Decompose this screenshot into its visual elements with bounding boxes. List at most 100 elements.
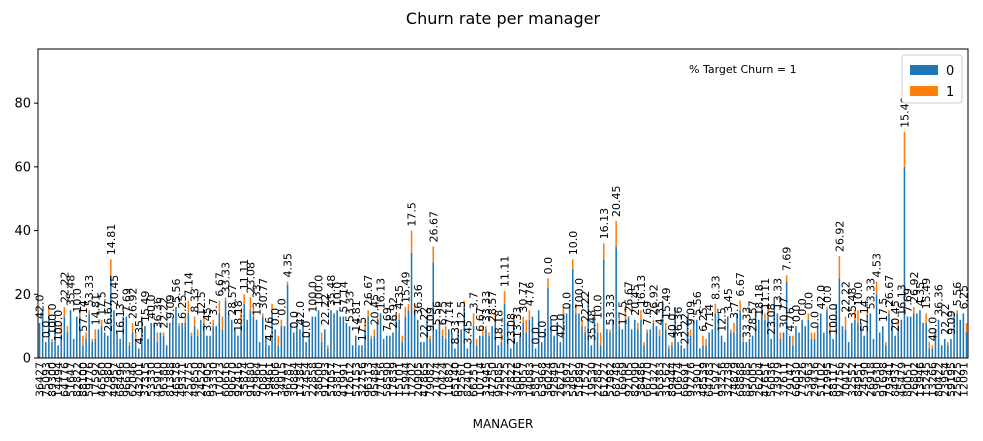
bar-series-1 <box>503 291 506 304</box>
bar-value-label: 7.69 <box>781 247 794 272</box>
x-tick-label: 25625 <box>951 362 964 397</box>
bar-series-0 <box>79 316 81 358</box>
bar-series-0 <box>311 316 314 358</box>
bar-series-0 <box>432 262 435 358</box>
bar-value-label: 5.56 <box>430 301 443 326</box>
bar-series-0 <box>178 326 180 358</box>
x-tick-label: 89444 <box>666 362 679 397</box>
bar-series-0 <box>370 338 373 358</box>
bar-series-1 <box>280 319 283 327</box>
bar-series-0 <box>519 335 521 358</box>
bar-value-label: 16.13 <box>598 208 611 240</box>
bar-series-0 <box>401 342 404 358</box>
bar-series-0 <box>593 319 596 358</box>
bar-series-0 <box>497 345 500 358</box>
bar-series-0 <box>457 332 459 358</box>
bar-value-label: 6.67 <box>734 272 747 297</box>
bar-series-1 <box>444 326 447 339</box>
bar-series-0 <box>106 335 109 358</box>
bar-series-0 <box>364 329 366 358</box>
bar-series-0 <box>308 332 311 358</box>
x-tick-label: 77156 <box>375 362 388 397</box>
bar-value-label: 4.35 <box>133 320 146 345</box>
bar-series-0 <box>472 326 475 358</box>
bar-value-label: 7.69 <box>902 288 915 313</box>
y-tick-label: 80 <box>14 97 31 112</box>
bar-series-0 <box>819 313 822 358</box>
bar-series-0 <box>373 335 376 358</box>
bar-series-0 <box>246 319 249 358</box>
x-tick-label: 38600 <box>313 362 326 397</box>
bar-series-1 <box>128 342 131 346</box>
bar-series-0 <box>581 326 583 358</box>
bar-series-0 <box>847 342 850 358</box>
bar-series-0 <box>41 310 44 358</box>
bar-series-0 <box>268 345 270 358</box>
bar-value-label: 0.0 <box>548 314 561 332</box>
bar-value-label: 36.36 <box>412 284 425 316</box>
bar-value-label: 20.45 <box>108 275 121 307</box>
bar-value-label: 7.14 <box>703 304 716 329</box>
bar-series-0 <box>258 342 261 358</box>
bar-value-label: 4.35 <box>282 253 295 278</box>
bar-series-1 <box>689 329 692 336</box>
bar-value-label: 13.33 <box>511 307 524 339</box>
bar-labels-group: 42.00.0100.0100.022.2235.4810.057.1453.3… <box>34 96 971 344</box>
bar-series-0 <box>385 335 388 358</box>
bar-series-0 <box>863 335 865 358</box>
bar-series-0 <box>606 329 608 358</box>
bar-series-0 <box>807 319 810 358</box>
bar-series-0 <box>702 345 704 358</box>
bar-value-label: 8.33 <box>449 320 462 345</box>
bar-series-0 <box>823 332 825 358</box>
bar-series-0 <box>144 326 146 358</box>
bar-series-0 <box>776 313 779 358</box>
bar-value-label: 42.0 <box>554 314 567 339</box>
bar-series-0 <box>261 316 264 358</box>
x-tick-label: 48539 <box>697 362 710 397</box>
bar-series-1 <box>640 310 642 320</box>
bar-value-label: 6.25 <box>697 307 710 332</box>
bar-series-0 <box>559 342 562 358</box>
bar-series-1 <box>897 319 900 327</box>
x-tick-label: 57057 <box>325 362 338 397</box>
bar-series-0 <box>503 303 506 358</box>
bar-series-0 <box>534 348 537 358</box>
bar-series-0 <box>903 166 906 358</box>
bar-series-0 <box>88 313 90 358</box>
bar-value-label: 23.08 <box>505 313 518 345</box>
bar-series-0 <box>646 332 648 358</box>
bar-value-label: 22.22 <box>418 307 431 339</box>
bar-series-0 <box>128 345 131 358</box>
bar-series-0 <box>528 319 531 358</box>
bar-series-1 <box>844 316 847 330</box>
bar-series-0 <box>912 313 915 358</box>
bar-series-0 <box>773 300 776 358</box>
bar-series-0 <box>100 326 103 358</box>
bar-series-0 <box>162 335 165 358</box>
bar-series-1 <box>196 329 199 336</box>
bar-series-0 <box>627 316 630 358</box>
bar-value-label: 0.0 <box>561 292 574 310</box>
x-tick-label: 73979 <box>771 362 784 397</box>
bar-series-1 <box>475 338 478 346</box>
bar-series-0 <box>330 310 332 358</box>
x-tick-label: 22858 <box>306 362 319 397</box>
bar-series-0 <box>172 316 174 358</box>
x-tick-label: 23954 <box>939 362 952 397</box>
legend: 01 <box>901 54 963 104</box>
bar-value-label: 42.0 <box>294 301 307 326</box>
bar-series-0 <box>609 332 611 358</box>
bar-series-1 <box>60 322 63 336</box>
bar-series-1 <box>624 307 627 320</box>
bar-series-1 <box>249 297 252 311</box>
bar-series-0 <box>900 319 903 358</box>
bar-series-1 <box>472 313 475 327</box>
bar-series-0 <box>305 342 307 358</box>
bar-value-label: 16.13 <box>114 303 127 335</box>
x-tick-label: 91880 <box>244 362 257 397</box>
bar-value-label: 0.0 <box>288 311 301 329</box>
bar-value-label: 100.0 <box>827 303 840 335</box>
bar-series-0 <box>209 335 211 358</box>
x-tick-label: 84937 <box>889 362 902 397</box>
